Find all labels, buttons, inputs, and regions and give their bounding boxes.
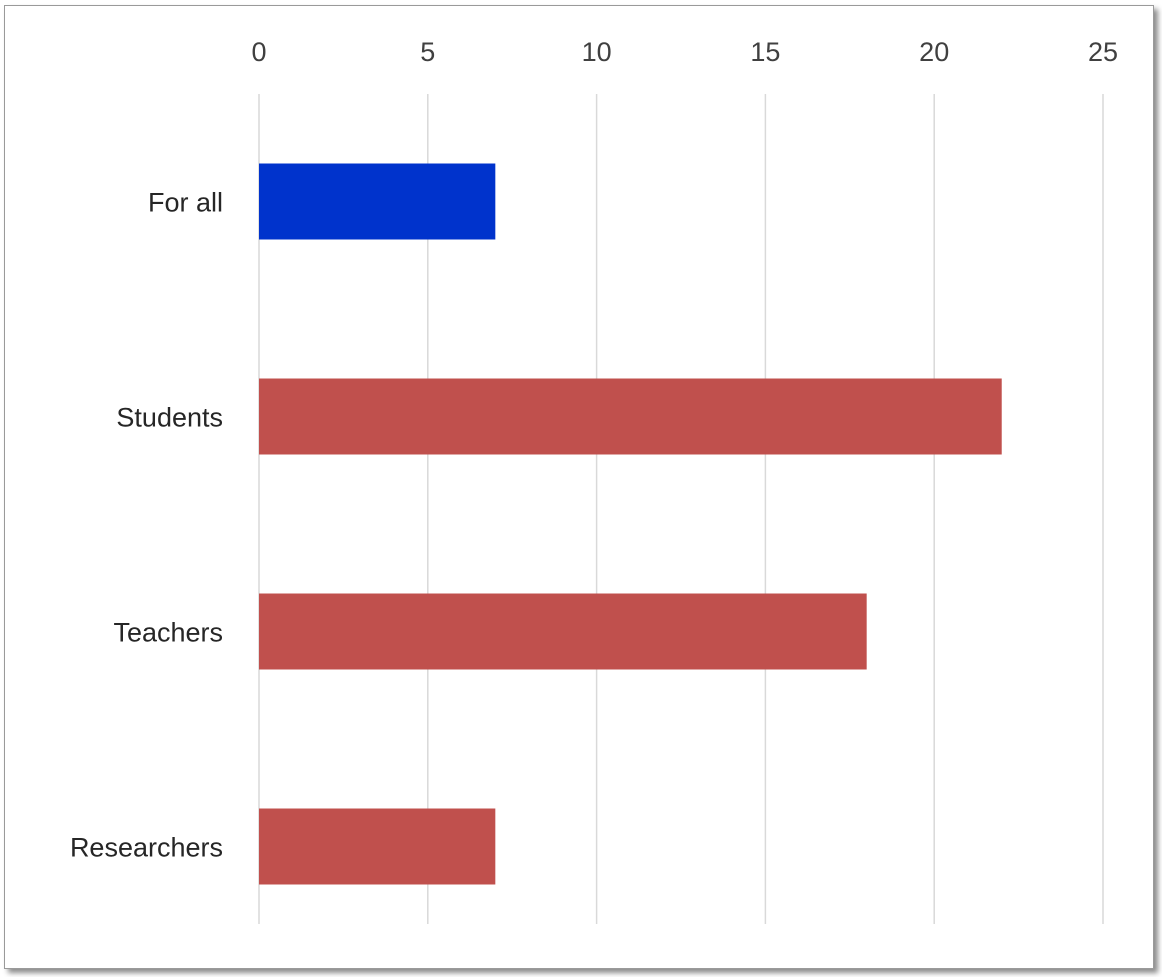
bar-teachers [259, 593, 867, 670]
x-tick-label-0: 0 [251, 37, 266, 67]
x-tick-label-25: 25 [1088, 37, 1118, 67]
bar-chart: 0 5 10 15 20 25 For all Students Teachers Resear… [70, 37, 1118, 924]
bar-researchers [259, 808, 496, 885]
x-tick-label-15: 15 [750, 37, 780, 67]
bar-for-all [259, 163, 496, 240]
x-tick-label-20: 20 [919, 37, 949, 67]
bars [259, 163, 1002, 885]
category-label-for-all: For all [148, 188, 223, 218]
chart-frame: 0 5 10 15 20 25 For all Students Teachers Resear… [4, 5, 1154, 969]
category-label-students: Students [116, 403, 223, 433]
x-axis-tick-labels: 0 5 10 15 20 25 [251, 37, 1118, 67]
x-tick-label-10: 10 [582, 37, 612, 67]
bar-students [259, 378, 1002, 455]
category-label-teachers: Teachers [113, 618, 223, 648]
x-tick-label-5: 5 [420, 37, 435, 67]
category-labels: For all Students Teachers Researchers [70, 188, 223, 863]
category-label-researchers: Researchers [70, 833, 223, 863]
